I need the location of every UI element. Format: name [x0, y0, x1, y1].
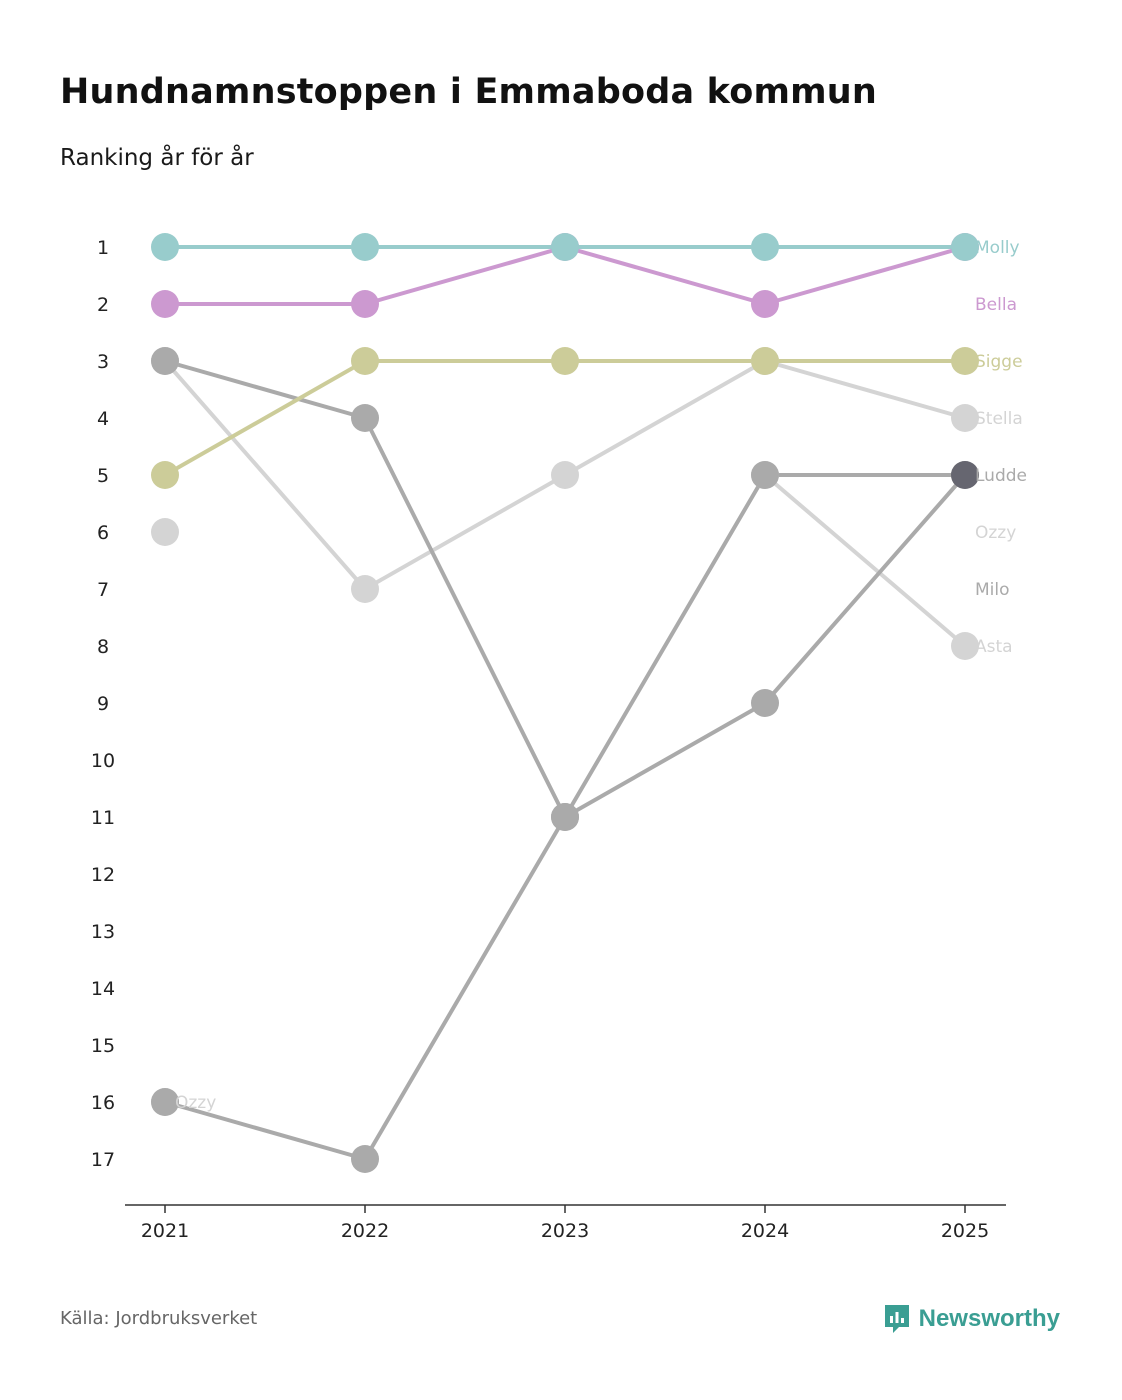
chart-title: Hundnamnstoppen i Emmaboda kommun [60, 72, 878, 112]
source-note: Källa: Jordbruksverket [60, 1308, 258, 1329]
y-tick-label: 8 [97, 636, 109, 658]
data-point-asta [951, 632, 979, 660]
data-point-milo [351, 404, 379, 432]
series-line-ludde [363, 815, 567, 1161]
data-point-bella [751, 290, 779, 318]
y-tick-label: 9 [97, 693, 109, 715]
end-label-bella: Bella [975, 295, 1017, 315]
data-point-molly [951, 233, 979, 261]
end-label-sigge: Sigge [975, 352, 1023, 372]
data-point-ludde [551, 803, 579, 831]
data-point-ludde [751, 689, 779, 717]
x-tick-label: 2023 [541, 1220, 589, 1242]
data-point-stella [551, 461, 579, 489]
data-point-stella [951, 404, 979, 432]
chart-subtitle: Ranking år för år [60, 145, 254, 171]
data-point-sigge [151, 461, 179, 489]
y-tick-label: 17 [91, 1149, 115, 1171]
data-point-sigge [951, 347, 979, 375]
data-point-milo [751, 461, 779, 489]
y-tick-label: 7 [97, 579, 109, 601]
data-point-sigge [551, 347, 579, 375]
end-label-milo: Milo [975, 580, 1010, 600]
y-tick-label: 11 [91, 807, 115, 829]
series-line-stella [163, 359, 367, 591]
x-tick-label: 2022 [341, 1220, 389, 1242]
series-line-bella [763, 245, 967, 306]
data-point-ludde [351, 1145, 379, 1173]
x-tick-label: 2021 [141, 1220, 189, 1242]
end-label-molly: Molly [975, 238, 1020, 258]
series-line-asta [763, 473, 967, 648]
y-tick-label: 2 [97, 294, 109, 316]
x-tick-label: 2025 [941, 1220, 989, 1242]
newsworthy-icon [884, 1305, 909, 1333]
x-tick-label: 2024 [741, 1220, 789, 1242]
y-tick-label: 6 [97, 522, 109, 544]
y-tick-label: 16 [91, 1092, 115, 1114]
y-tick-label: 1 [97, 237, 109, 259]
end-label-ludde: Ludde [975, 466, 1027, 486]
y-tick-label: 3 [97, 351, 109, 373]
data-point-sigge [751, 347, 779, 375]
series-line-ludde [763, 473, 967, 705]
end-label-stella: Stella [975, 409, 1023, 429]
data-point-sigge [351, 347, 379, 375]
series-line-bella [563, 245, 767, 306]
y-tick-label: 10 [91, 750, 115, 772]
series-line-milo [563, 473, 767, 819]
brand-name: Newsworthy [918, 1305, 1060, 1332]
data-point-bella [351, 290, 379, 318]
series-line-stella [563, 359, 767, 477]
series-line-sigge [163, 359, 367, 477]
data-point-milo [151, 347, 179, 375]
start-label-ozzy: Ozzy [175, 1093, 216, 1113]
series-line-ludde [563, 701, 767, 819]
end-label-ozzy: Ozzy [975, 523, 1016, 543]
data-point-bella [151, 290, 179, 318]
series-line-milo [363, 416, 567, 819]
y-tick-label: 5 [97, 465, 109, 487]
data-point-asta [151, 518, 179, 546]
y-tick-label: 15 [91, 1035, 115, 1057]
y-tick-label: 13 [91, 921, 115, 943]
data-point-molly [751, 233, 779, 261]
data-point-ludde [151, 1088, 179, 1116]
y-tick-label: 12 [91, 864, 115, 886]
y-tick-label: 4 [97, 408, 109, 430]
brand-logo: Newsworthy [883, 1303, 1060, 1335]
y-tick-label: 14 [91, 978, 115, 1000]
data-point-ludde [951, 461, 979, 489]
series-line-stella [763, 359, 967, 420]
series-line-bella [363, 245, 567, 306]
series-line-stella [363, 473, 567, 591]
data-point-molly [551, 233, 579, 261]
data-point-molly [151, 233, 179, 261]
series-line-ludde [163, 1100, 367, 1161]
end-label-asta: Asta [975, 637, 1013, 657]
data-point-stella [351, 575, 379, 603]
series-line-milo [163, 359, 367, 420]
data-point-molly [351, 233, 379, 261]
